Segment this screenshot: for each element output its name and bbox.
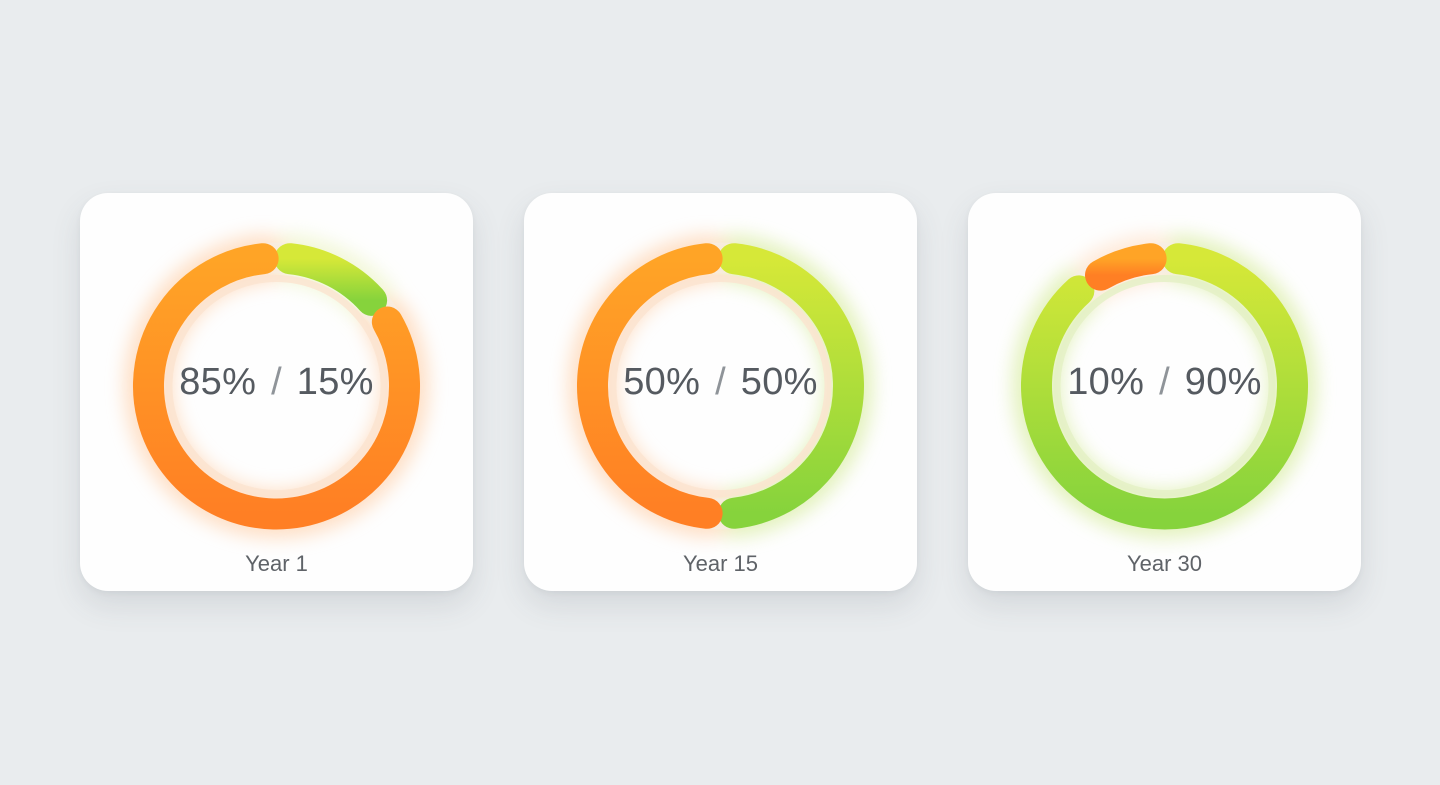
share-separator: / — [715, 361, 726, 403]
green-share-label: 50% — [740, 361, 818, 403]
donut-inner-ring — [609, 275, 832, 497]
donut-chart-year-15 — [568, 234, 873, 538]
donut-inner-ring — [1053, 275, 1276, 497]
green-share-label: 15% — [296, 361, 374, 403]
green-share-label: 90% — [1184, 361, 1262, 403]
donut-caption: Year 15 — [682, 551, 759, 576]
donut-caption: Year 30 — [1126, 551, 1203, 576]
donut-slice-green — [274, 243, 388, 316]
orange-share-label: 85% — [179, 361, 257, 403]
donut-caption: Year 1 — [245, 551, 308, 576]
donut-center-label: 50% / 50% — [524, 361, 917, 404]
donut-slice-orange — [576, 243, 723, 529]
share-separator: / — [271, 361, 282, 403]
donut-slice-green — [718, 243, 865, 529]
share-separator: / — [1159, 361, 1170, 403]
donut-center-label: 85% / 15% — [80, 361, 473, 404]
donut-card-year-1: 85% / 15% Year 1 — [80, 193, 473, 591]
donut-inner-ring — [165, 275, 388, 497]
donut-chart-year-1 — [124, 234, 429, 539]
donut-slice-orange — [133, 243, 420, 530]
orange-share-label: 50% — [623, 361, 701, 403]
donut-slice-orange — [1085, 243, 1167, 291]
donut-card-year-15: 50% / 50% Year 15 — [524, 193, 917, 591]
donut-center-label: 10% / 90% — [968, 361, 1361, 404]
donut-card-year-30: 10% / 90% Year 30 — [968, 193, 1361, 591]
donut-chart-year-30 — [1012, 234, 1317, 539]
orange-share-label: 10% — [1067, 361, 1145, 403]
donut-slice-green — [1021, 243, 1308, 530]
